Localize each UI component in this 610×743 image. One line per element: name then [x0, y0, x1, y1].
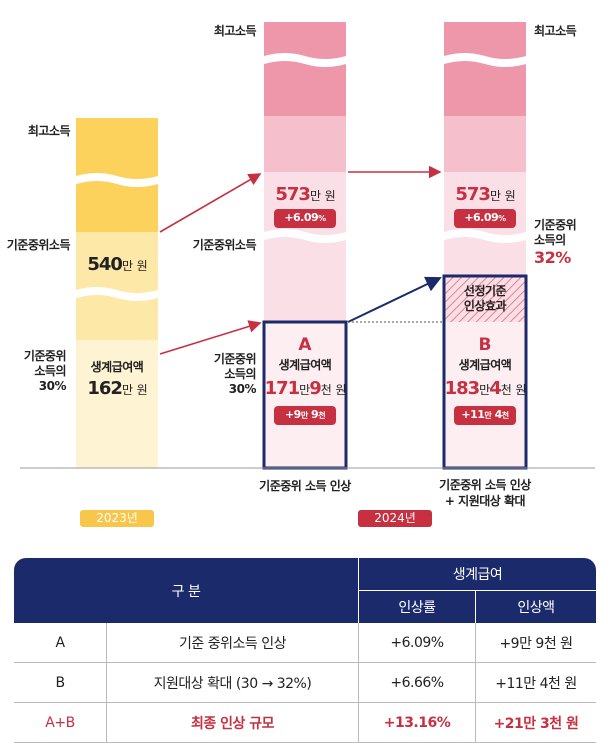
- marker-b: B: [478, 335, 492, 355]
- year-badge-2024: 2024년: [358, 510, 432, 527]
- label-2024b-32pct: 기준중위 소득의 32%: [534, 218, 577, 267]
- column-2024b-bars: [442, 22, 528, 470]
- hatch-effect: [444, 276, 526, 322]
- table-subheader-row: 인상률 인상액: [14, 590, 596, 623]
- row-id: A: [14, 623, 107, 663]
- header-group: 생계급여: [358, 558, 596, 591]
- label-2024a-benefit: 생계급여액: [278, 358, 332, 372]
- row-rate: +6.66%: [358, 662, 476, 703]
- row-rate: +13.16%: [358, 702, 476, 743]
- value-2024b-median: 573만 원: [455, 184, 515, 205]
- header-amount: 인상액: [475, 590, 596, 623]
- header-rate: 인상률: [358, 590, 476, 623]
- caption-2024a: 기준중위 소득 인상: [259, 479, 351, 493]
- value-2024a-median: 573만 원: [275, 184, 335, 205]
- row-rate: +6.09%: [358, 623, 476, 663]
- arrow-median-2023-2024: [159, 173, 262, 233]
- arrow-benefit-2023-2024: [159, 320, 262, 355]
- table-row: B 지원대상 확대 (30 → 32%) +6.66% +11만 4천 원: [14, 662, 596, 703]
- label-2023-30pct: 기준중위 소득의 30%: [23, 349, 67, 393]
- arrow-benefit-a-b: [347, 276, 442, 323]
- label-2023-median-income: 기준중위소득: [6, 238, 71, 252]
- table-row: A 기준 중위소득 인상 +6.09% +9만 9천 원: [14, 623, 596, 663]
- year-badge-2023: 2023년: [80, 510, 154, 527]
- summary-table: 구 분 생계급여 인상률 인상액 A 기준 중위소득 인상 +6.09% +9만…: [14, 558, 596, 743]
- change-2024b-benefit: +11만 4천: [454, 406, 516, 425]
- label-2023-top-income: 최고소득: [27, 124, 71, 138]
- row-desc: 최종 인상 규모: [106, 702, 359, 743]
- label-2024a-top-income: 최고소득: [213, 24, 257, 38]
- value-2024b-benefit: 183만4천 원: [444, 378, 527, 399]
- label-2024a-median-income: 기준중위소득: [192, 238, 257, 252]
- label-2024b-top-income: 최고소득: [534, 24, 577, 38]
- bar-2023-low: [76, 295, 158, 340]
- value-2023-median: 540만 원: [87, 254, 147, 275]
- header-category: 구 분: [14, 558, 359, 623]
- marker-a: A: [298, 335, 312, 355]
- label-2024b-effect: 선정기준 인상효과: [463, 284, 507, 313]
- change-2024a-median: +6.09%: [274, 209, 336, 228]
- table-header-row: 구 분 생계급여: [14, 558, 596, 623]
- row-id: B: [14, 662, 107, 703]
- bar-2023-mid: [76, 181, 158, 232]
- change-2024b-median: +6.09%: [454, 209, 516, 228]
- value-2023-benefit: 162만 원: [87, 378, 147, 399]
- value-2024a-benefit: 171만9천 원: [264, 378, 347, 399]
- column-2024a-bars: [262, 22, 348, 470]
- bar-2023-median: [76, 232, 158, 293]
- label-2024b-benefit: 생계급여액: [458, 358, 512, 372]
- caption-2024b: 기준중위 소득 인상 + 지원대상 확대: [439, 478, 531, 508]
- change-2024a-benefit: +9만 9천: [274, 406, 336, 425]
- row-desc: 지원대상 확대 (30 → 32%): [106, 662, 359, 703]
- label-2023-benefit: 생계급여액: [90, 360, 144, 374]
- row-amount: +11만 4천 원: [475, 662, 596, 703]
- row-id: A+B: [14, 702, 107, 743]
- row-desc: 기준 중위소득 인상: [106, 623, 359, 663]
- bar-2023-benefit: [76, 340, 158, 468]
- row-amount: +9만 9천 원: [475, 623, 596, 663]
- bar-2023-top: [76, 118, 158, 179]
- label-2024a-30pct: 기준중위 소득의 30%: [213, 352, 257, 396]
- table-row-total: A+B 최종 인상 규모 +13.16% +21만 3천 원: [14, 702, 596, 743]
- column-2023-bars: [76, 118, 158, 468]
- row-amount: +21만 3천 원: [475, 702, 596, 743]
